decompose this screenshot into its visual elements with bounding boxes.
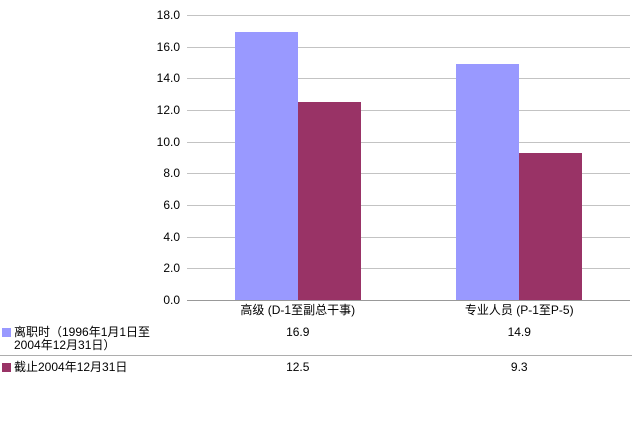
table-value-series1-cat1: 16.9 (286, 325, 310, 339)
table-value-series1-cat2: 14.9 (507, 325, 531, 339)
bar-series1-cat1 (234, 32, 298, 300)
y-axis-tick-label: 16.0 (156, 39, 180, 54)
gridline (187, 110, 630, 111)
bar-series2-cat2 (519, 152, 583, 300)
y-axis-tick-label: 2.0 (163, 261, 180, 276)
y-axis-tick-label: 14.0 (156, 71, 180, 86)
gridline (187, 268, 630, 270)
y-axis-tick-label: 18.0 (156, 8, 180, 22)
gridline (187, 15, 630, 16)
y-axis-tick-label: 6.0 (163, 198, 180, 212)
data-table-divider (0, 355, 632, 356)
table-value-series2-cat2: 9.3 (510, 360, 528, 374)
legend-label-series1: 离职时（1996年1月1日至2004年12月31日） (14, 325, 151, 352)
x-axis-line (187, 300, 630, 301)
table-value-series2-cat1: 12.5 (286, 360, 310, 374)
y-axis-tick-label: 8.0 (163, 166, 180, 181)
y-axis-tick-label: 10.0 (156, 134, 180, 149)
gridline (187, 46, 630, 48)
legend-key-series2 (2, 363, 11, 372)
y-axis-tick-label: 12.0 (156, 103, 180, 117)
legend-label-series2: 截止2004年12月31日 (14, 360, 128, 374)
gridline (187, 173, 630, 175)
gridline (187, 236, 630, 238)
legend-key-series1 (2, 328, 11, 337)
bar-series1-cat2 (456, 64, 520, 300)
gridline (187, 78, 630, 80)
y-axis-tick-label: 0.0 (163, 293, 180, 307)
category-label: 专业人员 (P-1至P-5) (464, 303, 574, 317)
gridline (187, 205, 630, 206)
category-label: 高级 (D-1至副总干事) (240, 303, 356, 317)
y-axis-tick-label: 4.0 (163, 229, 180, 244)
gridline (187, 141, 630, 143)
bar-series2-cat1 (297, 102, 361, 300)
